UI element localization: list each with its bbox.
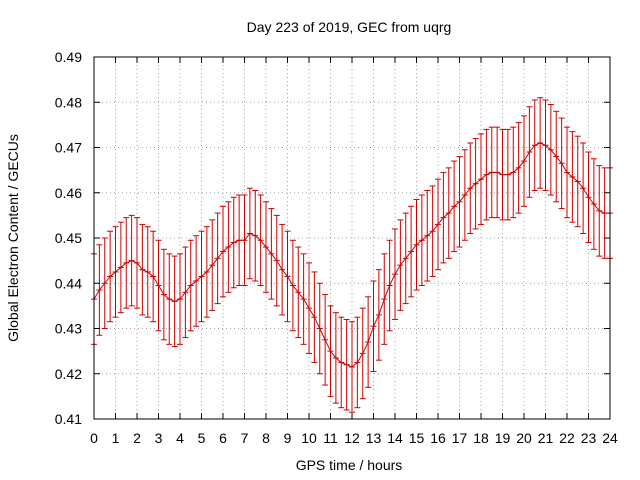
y-tick-label: 0.45 xyxy=(55,230,82,246)
x-tick-label: 2 xyxy=(133,430,141,446)
x-tick-label: 23 xyxy=(581,430,597,446)
y-axis-label: Global Electron Content / GECUs xyxy=(5,134,21,342)
x-tick-label: 18 xyxy=(473,430,489,446)
x-tick-label: 16 xyxy=(430,430,446,446)
y-tick-label: 0.47 xyxy=(55,140,82,156)
axis-ticks xyxy=(93,56,611,420)
x-tick-label: 17 xyxy=(452,430,468,446)
x-tick-label: 4 xyxy=(176,430,184,446)
x-tick-label: 7 xyxy=(241,430,249,446)
x-tick-label: 0 xyxy=(90,430,98,446)
x-tick-label: 9 xyxy=(284,430,292,446)
y-tick-label: 0.41 xyxy=(55,411,82,427)
x-tick-label: 6 xyxy=(219,430,227,446)
y-tick-label: 0.46 xyxy=(55,185,82,201)
chart-title: Day 223 of 2019, GEC from uqrg xyxy=(247,19,452,35)
x-tick-label: 15 xyxy=(409,430,425,446)
x-tick-label: 19 xyxy=(495,430,511,446)
y-tick-label: 0.42 xyxy=(55,366,82,382)
x-tick-label: 14 xyxy=(387,430,403,446)
x-tick-label: 21 xyxy=(538,430,554,446)
x-tick-label: 24 xyxy=(602,430,618,446)
x-tick-label: 3 xyxy=(155,430,163,446)
series-line xyxy=(93,142,610,368)
x-tick-label: 1 xyxy=(112,430,120,446)
y-tick-label: 0.44 xyxy=(55,275,82,291)
series-line-layer xyxy=(93,142,610,368)
x-tick-label: 22 xyxy=(559,430,575,446)
y-tick-label: 0.49 xyxy=(55,49,82,65)
x-tick-label: 12 xyxy=(344,430,360,446)
x-tick-label: 5 xyxy=(198,430,206,446)
tick-labels: 0 1 2 3 4 5 6 7 8 9 10 11 12 13 14 15 16 17 18 19 20 21 22 23 24… xyxy=(55,49,618,446)
x-tick-label: 20 xyxy=(516,430,532,446)
x-axis-label: GPS time / hours xyxy=(296,457,403,473)
x-tick-label: 10 xyxy=(301,430,317,446)
x-tick-label: 13 xyxy=(366,430,382,446)
x-tick-label: 11 xyxy=(323,430,338,446)
y-tick-label: 0.43 xyxy=(55,321,82,337)
y-tick-label: 0.48 xyxy=(55,94,82,110)
x-tick-label: 8 xyxy=(262,430,270,446)
